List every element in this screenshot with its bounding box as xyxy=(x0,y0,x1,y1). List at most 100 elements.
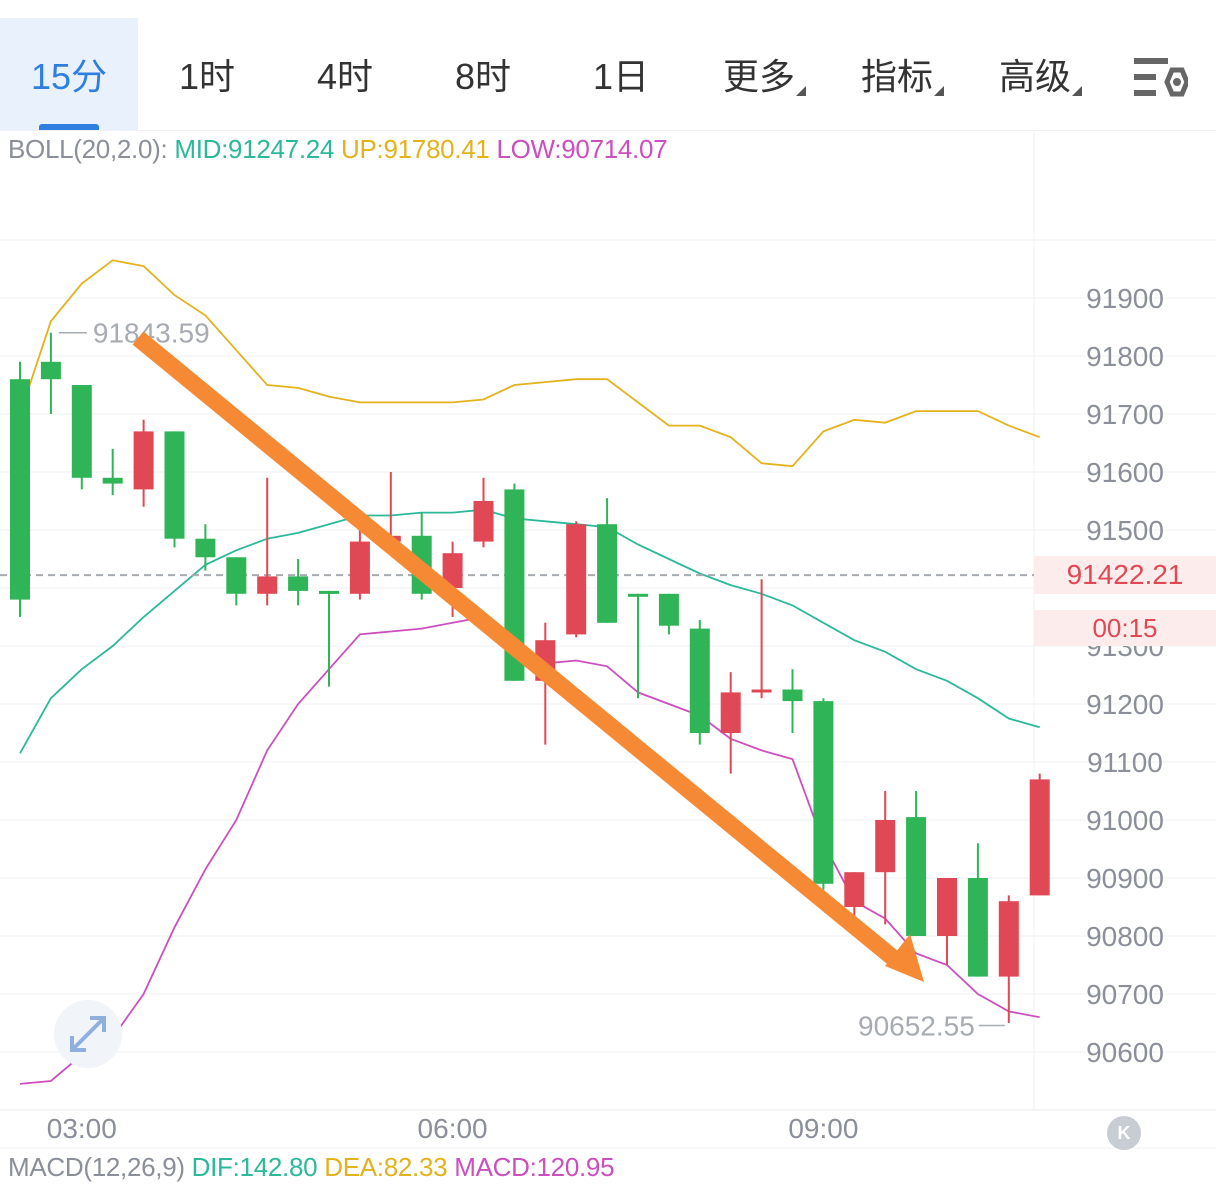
candle-body xyxy=(288,576,309,591)
candle-down xyxy=(288,559,309,606)
candle-body xyxy=(71,385,92,478)
candle-down xyxy=(71,385,92,490)
macd-legend: MACD(12,26,9) DIF:142.80 DEA:82.33 MACD:… xyxy=(8,1152,615,1183)
candle-down xyxy=(689,619,710,745)
tab-label: 1日 xyxy=(592,56,650,97)
candle-body xyxy=(813,701,834,884)
candles xyxy=(10,332,1050,1023)
candle-down xyxy=(40,332,61,414)
candle-up xyxy=(566,521,587,638)
y-tick-label: 91500 xyxy=(1086,515,1164,546)
candlestick-chart[interactable]: 9190091800917009160091500913009120091100… xyxy=(0,130,1216,1150)
expand-arrows-icon xyxy=(70,1016,106,1052)
candle-down xyxy=(226,557,247,606)
tab-indicators[interactable]: 指标 xyxy=(828,18,966,130)
tab-15m[interactable]: 15分 xyxy=(0,18,138,130)
y-tick-label: 91200 xyxy=(1086,689,1164,720)
candle-body xyxy=(1029,779,1050,896)
tab-1d[interactable]: 1日 xyxy=(552,18,690,130)
chart-settings-icon[interactable] xyxy=(1132,52,1188,102)
y-tick-label: 91100 xyxy=(1087,747,1163,778)
candle-body xyxy=(164,431,185,539)
y-tick-label: 90900 xyxy=(1086,863,1164,894)
dropdown-triangle-icon xyxy=(1072,86,1082,96)
candle-down xyxy=(102,448,123,496)
dropdown-triangle-icon xyxy=(796,86,806,96)
tab-label: 更多 xyxy=(722,56,795,97)
candle-body xyxy=(597,524,618,623)
candle-body xyxy=(473,501,494,542)
candle-up xyxy=(875,791,896,925)
candle-down xyxy=(906,791,927,936)
tab-1h[interactable]: 1时 xyxy=(138,18,276,130)
candle-body xyxy=(844,872,865,907)
candle-body xyxy=(689,628,710,733)
candle-down xyxy=(967,843,988,977)
candle-body xyxy=(751,689,772,693)
boll-legend: BOLL(20,2.0): MID:91247.24 UP:91780.41 L… xyxy=(8,134,668,165)
candle-up xyxy=(1029,773,1050,896)
y-tick-label: 91000 xyxy=(1086,805,1164,836)
candle-up xyxy=(720,672,741,774)
y-tick-label: 90800 xyxy=(1086,921,1164,952)
candle-up xyxy=(751,579,772,699)
x-tick-label: 03:00 xyxy=(47,1113,117,1144)
candle-body xyxy=(875,820,896,873)
candle-up xyxy=(844,872,865,919)
candle-body xyxy=(257,576,278,594)
period-tabs: 15分 1时 4时 8时 1日 更多 指标 高级 xyxy=(0,18,1216,131)
candle-body xyxy=(720,692,741,733)
boll-mid-line xyxy=(19,508,1040,754)
candle-down xyxy=(597,498,618,623)
boll-up-line xyxy=(19,259,1041,468)
candle-down xyxy=(813,698,834,890)
candle-body xyxy=(937,878,957,936)
tab-label: 8时 xyxy=(454,56,512,97)
candle-body xyxy=(133,431,154,490)
candle-up xyxy=(133,419,154,507)
x-tick-label: 06:00 xyxy=(418,1113,488,1144)
candle-body xyxy=(102,477,123,484)
candle-body xyxy=(628,593,648,597)
tab-label: 指标 xyxy=(860,56,933,97)
candle-body xyxy=(442,553,463,588)
candle-body xyxy=(40,361,61,380)
tab-4h[interactable]: 4时 xyxy=(276,18,414,130)
candle-up xyxy=(257,477,278,606)
candle-down xyxy=(195,524,216,571)
boll-mid-value: MID:91247.24 xyxy=(174,134,335,164)
arrow-head xyxy=(885,934,924,982)
y-tick-label: 91700 xyxy=(1086,399,1164,430)
candle-down xyxy=(782,669,803,733)
candle-body xyxy=(658,593,679,626)
x-tick-label: 09:00 xyxy=(788,1113,858,1144)
candle-body xyxy=(566,524,587,635)
y-tick-label: 90700 xyxy=(1086,979,1164,1010)
boll-up-value: UP:91780.41 xyxy=(341,134,490,164)
macd-dif-value: DIF:142.80 xyxy=(191,1152,318,1182)
candle-down xyxy=(628,593,648,699)
candle-body xyxy=(906,817,927,936)
tab-more[interactable]: 更多 xyxy=(690,18,828,130)
k-line-button[interactable]: K xyxy=(1107,1116,1141,1150)
candle-up xyxy=(998,895,1019,1023)
candle-body xyxy=(10,379,30,600)
active-tab-indicator xyxy=(39,124,99,130)
tab-advanced[interactable]: 高级 xyxy=(966,18,1104,130)
tab-label: 4时 xyxy=(316,56,374,97)
y-tick-label: 91800 xyxy=(1086,341,1164,372)
fullscreen-button[interactable] xyxy=(54,1000,122,1068)
tab-label: 高级 xyxy=(998,56,1071,97)
candle-down xyxy=(658,593,679,635)
candle-up xyxy=(937,878,957,965)
candle-down xyxy=(10,361,30,617)
candle-body xyxy=(226,557,247,594)
y-tick-label: 91900 xyxy=(1086,283,1164,314)
y-tick-label: 90600 xyxy=(1086,1037,1164,1068)
tab-8h[interactable]: 8时 xyxy=(414,18,552,130)
arrow-shaft xyxy=(132,331,904,969)
candle-countdown: 00:15 xyxy=(1034,610,1216,646)
tab-label: 15分 xyxy=(30,56,108,97)
y-tick-label: 91600 xyxy=(1086,457,1164,488)
candle-up xyxy=(349,530,370,600)
